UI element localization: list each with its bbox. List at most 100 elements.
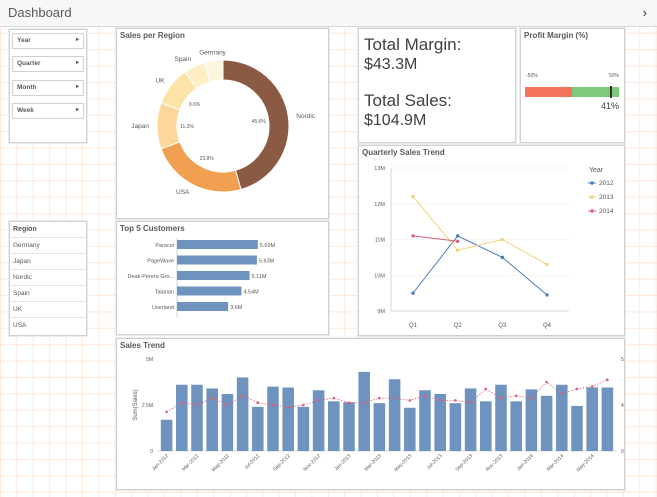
sales-bar	[206, 388, 218, 451]
customer-value-label: 5.11M	[252, 274, 267, 280]
region-item-japan[interactable]: Japan	[10, 253, 86, 270]
sales-bar	[586, 387, 598, 451]
sales-bar	[282, 387, 294, 451]
sales-bar	[434, 393, 446, 451]
margin-point	[545, 380, 548, 384]
x-tick-label: Jan-2012	[151, 453, 170, 472]
series-point-2014	[411, 234, 415, 238]
next-sheet-icon[interactable]: ›	[642, 5, 647, 20]
sales-per-region-title: Sales per Region	[120, 31, 185, 40]
x-tick-label: Q1	[409, 323, 418, 329]
sales-per-region-chart[interactable]: Nordic 45.6% USA 23.8% Japan 11.3% UK 9.6% Spain…	[117, 29, 328, 218]
x-tick-label: Q4	[543, 323, 552, 329]
legend-marker	[590, 209, 594, 213]
margin-point	[286, 406, 290, 409]
chevron-right-icon: ▸	[75, 107, 79, 113]
legend-marker	[590, 181, 594, 185]
sales-bar	[267, 386, 279, 451]
quarterly-trend-panel[interactable]: Quarterly Sales Trend 9M 10M 11M 12M 13M Q1 Q2…	[358, 145, 625, 336]
y-tick-label: 11M	[375, 238, 386, 244]
page-title: Dashboard	[8, 5, 72, 20]
sales-bar	[160, 419, 173, 451]
sales-bar	[236, 377, 249, 451]
quarterly-trend-title: Quarterly Sales Trend	[362, 148, 445, 157]
customer-bar	[177, 271, 250, 280]
filter-quarter[interactable]: Quarter ▸	[12, 56, 84, 72]
region-list-title: Region	[13, 226, 37, 233]
pie-label: Nordic	[296, 113, 316, 120]
total-margin-label: Total Margin:	[364, 35, 462, 54]
sales-per-region-panel[interactable]: Sales per Region Nordic 45.6% USA 23.8% Japa…	[116, 28, 329, 219]
series-point-2013	[411, 194, 415, 199]
filter-year[interactable]: Year ▸	[12, 33, 84, 49]
sales-bar	[601, 387, 614, 451]
x-tick-label: Nov-2013	[485, 453, 505, 473]
sales-bar	[510, 401, 522, 451]
sales-bar	[328, 401, 340, 451]
pie-value-label: 9.6%	[189, 102, 201, 108]
series-point-2013	[545, 262, 549, 267]
y-tick-label: 5M	[146, 357, 153, 363]
sales-bar	[343, 402, 355, 451]
pie-label: Spain	[174, 56, 191, 63]
top-bar: Dashboard ›	[0, 0, 657, 27]
pie-label: USA	[176, 189, 190, 196]
legend-item: 2012	[599, 180, 614, 187]
pie-label: Japan	[131, 123, 149, 130]
total-sales-value: $104.9M	[364, 112, 427, 129]
top-customers-chart[interactable]: Paracel 5.69M PageWave 5.63M Deak-Perera Gro…	[117, 222, 328, 334]
gauge-max-label: 50%	[608, 73, 619, 79]
y-tick-label: 10M	[374, 273, 385, 279]
profit-margin-panel[interactable]: Profit Margin (%) -50% 50% 41%	[520, 28, 625, 143]
customer-label: Paracel	[155, 243, 174, 249]
margin-line	[166, 379, 608, 413]
margin-point	[362, 401, 366, 404]
customer-value-label: 3.6M	[230, 305, 243, 311]
region-item-uk[interactable]: UK	[10, 301, 86, 318]
x-tick-label: Q3	[498, 323, 507, 329]
sales-bar	[540, 395, 553, 451]
region-item-nordic[interactable]: Nordic	[10, 269, 86, 286]
margin-point	[454, 399, 457, 402]
total-margin-value: $43.3M	[364, 56, 418, 73]
series-point-2014	[455, 239, 460, 243]
x-tick-label: Sep-2013	[454, 453, 474, 473]
x-tick-label: Jan-2014	[516, 453, 535, 472]
margin-point	[241, 394, 244, 398]
x-tick-label: Jul-2012	[243, 453, 261, 471]
region-item-spain[interactable]: Spain	[10, 285, 86, 302]
customer-bar	[177, 255, 257, 265]
region-item-label: UK	[13, 306, 23, 313]
gauge-value-label: 41%	[600, 101, 619, 111]
x-tick-label: May-2014	[576, 453, 596, 473]
margin-point	[332, 396, 336, 400]
margin-point	[590, 385, 594, 388]
region-item-usa[interactable]: USA	[10, 317, 86, 334]
x-tick-label: Jan-2013	[333, 453, 352, 472]
top-customers-panel[interactable]: Top 5 Customers Paracel 5.69M PageWave 5.63…	[116, 221, 329, 335]
x-tick-label: Nov-2012	[302, 453, 322, 473]
chevron-right-icon: ▸	[75, 84, 79, 90]
filter-month[interactable]: Month ▸	[12, 80, 84, 96]
margin-point	[606, 378, 609, 381]
filter-week[interactable]: Week ▸	[12, 103, 84, 119]
x-tick-label: May-2012	[211, 453, 231, 473]
region-item-label: Japan	[13, 258, 31, 265]
margin-point	[378, 396, 381, 400]
legend-marker	[590, 195, 594, 199]
margin-point	[423, 394, 427, 398]
gauge-min-label: -50%	[526, 73, 538, 79]
margin-point	[347, 401, 351, 404]
margin-point	[271, 403, 275, 407]
region-item-germany[interactable]: Germany	[10, 237, 86, 254]
legend-item: 2014	[599, 208, 614, 215]
x-tick-label: Mar-2013	[363, 453, 383, 473]
sales-trend-panel[interactable]: Sales Trend 02.5M5M04050Sum(Sales)Margin…	[116, 338, 625, 490]
x-tick-label: Jul-2013	[426, 453, 444, 471]
gauge-negative-band	[525, 87, 572, 97]
legend-item: 2013	[599, 194, 614, 201]
sales-trend-chart[interactable]: 02.5M5M04050Sum(Sales)Margin (%)Jan-2012…	[117, 339, 624, 489]
series-point-2012	[455, 234, 460, 238]
quarterly-trend-chart[interactable]: 9M 10M 11M 12M 13M Q1 Q2 Q3 Q4 Year 2012 2013 2014	[359, 146, 624, 335]
